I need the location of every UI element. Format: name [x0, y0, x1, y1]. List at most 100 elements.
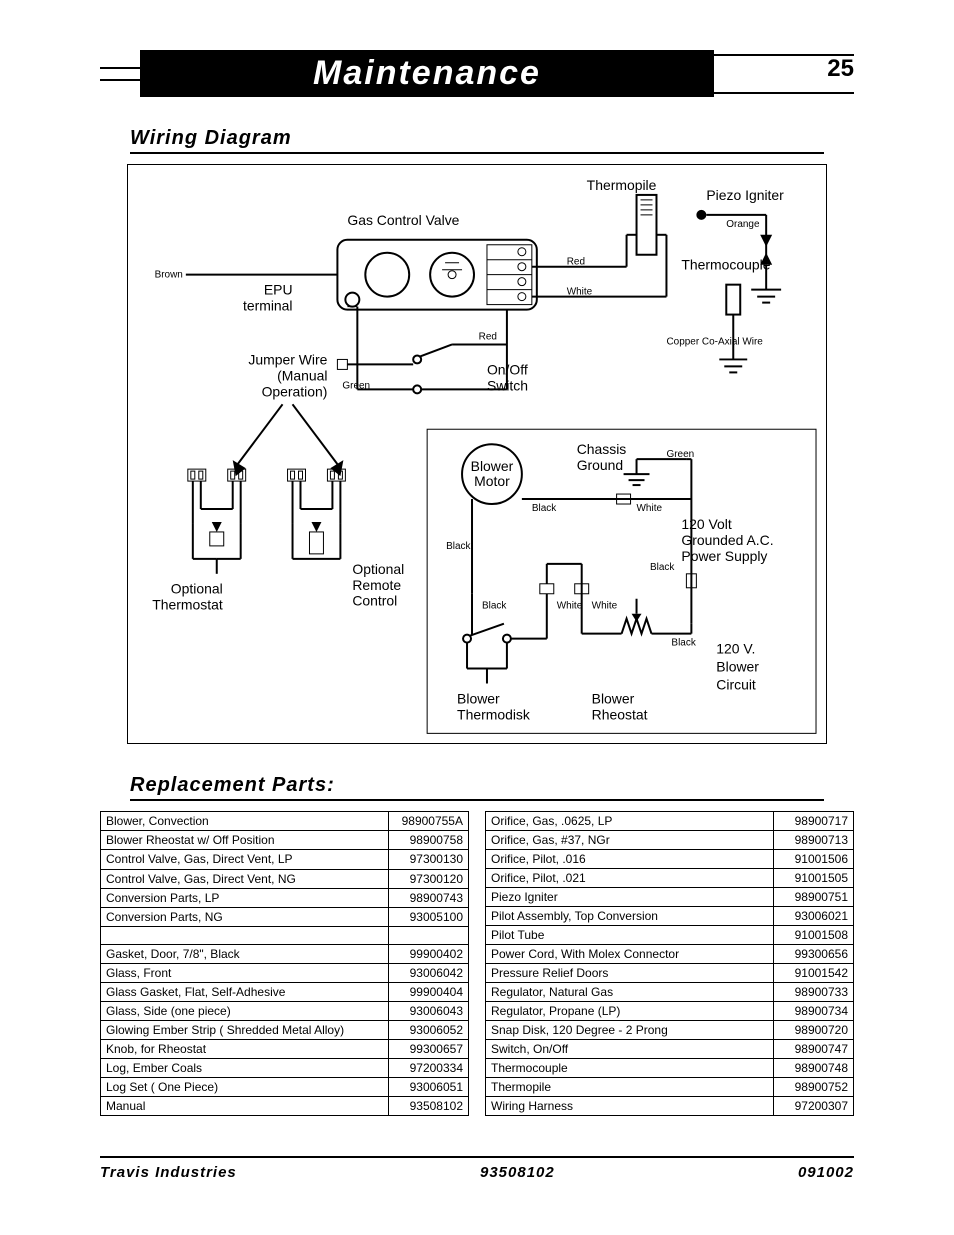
part-name: Pilot Tube [486, 926, 774, 945]
footer-right: 091002 [798, 1164, 854, 1181]
wire-white-1: White [567, 287, 593, 298]
label-power-3: Power Supply [681, 548, 767, 564]
part-number: 93006043 [389, 1001, 469, 1020]
part-number: 93006021 [774, 907, 854, 926]
label-onoff-2: Switch [487, 377, 528, 393]
page-footer: Travis Industries 93508102 091002 [100, 1158, 854, 1181]
label-blower-motor-2: Motor [474, 473, 510, 489]
parts-tables: Blower, Convection98900755ABlower Rheost… [100, 811, 854, 1116]
label-onoff-1: On/Off [487, 361, 528, 377]
table-row: Regulator, Propane (LP)98900734 [486, 1002, 854, 1021]
part-number: 98900758 [389, 831, 469, 850]
part-number: 98900751 [774, 888, 854, 907]
part-number: 99900402 [389, 944, 469, 963]
table-row: Pressure Relief Doors91001542 [486, 964, 854, 983]
page-container: Maintenance 25 Wiring Diagram Gas Contro… [0, 0, 954, 1211]
table-row: Orifice, Pilot, .01691001506 [486, 850, 854, 869]
part-number: 91001508 [774, 926, 854, 945]
table-row: Orifice, Pilot, .02191001505 [486, 869, 854, 888]
table-row: Knob, for Rheostat99300657 [101, 1040, 469, 1059]
table-row: Control Valve, Gas, Direct Vent, NG97300… [101, 869, 469, 888]
page-header: Maintenance 25 [100, 50, 854, 97]
label-epu-1: EPU [264, 282, 293, 298]
part-number: 98900748 [774, 1059, 854, 1078]
page-number: 25 [827, 55, 854, 83]
part-name: Blower, Convection [101, 812, 389, 831]
label-power-1: 120 Volt [681, 516, 732, 532]
part-name: Conversion Parts, LP [101, 888, 389, 907]
label-chassis-1: Chassis [577, 441, 627, 457]
label-opt-remote-1: Optional [352, 561, 404, 577]
part-number: 93508102 [389, 1097, 469, 1116]
label-circuit-3: Circuit [716, 676, 756, 692]
footer-center: 93508102 [480, 1164, 555, 1181]
label-rheostat-1: Blower [592, 690, 635, 706]
label-opt-remote-2: Remote [352, 577, 401, 593]
part-number: 98900713 [774, 831, 854, 850]
label-opt-remote-3: Control [352, 593, 397, 609]
part-name: Glass Gasket, Flat, Self-Adhesive [101, 982, 389, 1001]
table-row: Manual93508102 [101, 1097, 469, 1116]
table-row: Orifice, Gas, #37, NGr98900713 [486, 831, 854, 850]
part-name: Switch, On/Off [486, 1040, 774, 1059]
part-number: 93006052 [389, 1021, 469, 1040]
part-name: Piezo Igniter [486, 888, 774, 907]
label-chassis-2: Ground [577, 457, 624, 473]
label-power-2: Grounded A.C. [681, 532, 773, 548]
part-name: Control Valve, Gas, Direct Vent, NG [101, 869, 389, 888]
label-jumper-3: Operation) [262, 383, 328, 399]
label-thermodisk-2: Thermodisk [457, 706, 530, 722]
part-number: 93006051 [389, 1078, 469, 1097]
part-number: 91001542 [774, 964, 854, 983]
part-name: Orifice, Gas, .0625, LP [486, 812, 774, 831]
label-piezo: Piezo Igniter [706, 187, 784, 203]
part-number: 97300130 [389, 850, 469, 869]
part-number: 93006042 [389, 963, 469, 982]
part-number: 97300120 [389, 869, 469, 888]
label-opt-thermostat-2: Thermostat [152, 597, 223, 613]
wire-green-1: Green [342, 380, 370, 391]
wire-copper: Copper Co-Axial Wire [666, 336, 763, 347]
part-name: Thermocouple [486, 1059, 774, 1078]
table-row: Conversion Parts, NG93005100 [101, 907, 469, 926]
label-thermodisk-1: Blower [457, 690, 500, 706]
table-row: Log, Ember Coals97200334 [101, 1059, 469, 1078]
wiring-diagram-svg: Gas Control Valve EPU terminal Brown [128, 165, 826, 743]
table-row: Conversion Parts, LP98900743 [101, 888, 469, 907]
part-name: Pressure Relief Doors [486, 964, 774, 983]
wire-black-4: Black [482, 601, 506, 612]
table-row: Gasket, Door, 7/8", Black99900402 [101, 944, 469, 963]
table-row: Pilot Tube91001508 [486, 926, 854, 945]
label-thermopile: Thermopile [587, 177, 657, 193]
part-number: 98900743 [389, 888, 469, 907]
part-name: Glass, Side (one piece) [101, 1001, 389, 1020]
part-number: 98900752 [774, 1078, 854, 1097]
part-name: Knob, for Rheostat [101, 1040, 389, 1059]
part-name: Orifice, Pilot, .021 [486, 869, 774, 888]
table-row: Control Valve, Gas, Direct Vent, LP97300… [101, 850, 469, 869]
part-name: Snap Disk, 120 Degree - 2 Prong [486, 1021, 774, 1040]
table-row: Blower Rheostat w/ Off Position98900758 [101, 831, 469, 850]
table-row: Glowing Ember Strip ( Shredded Metal All… [101, 1021, 469, 1040]
part-number [389, 926, 469, 944]
part-name: Orifice, Pilot, .016 [486, 850, 774, 869]
label-gas-control-valve: Gas Control Valve [347, 212, 459, 228]
table-row: Orifice, Gas, .0625, LP98900717 [486, 812, 854, 831]
part-name: Gasket, Door, 7/8", Black [101, 944, 389, 963]
table-row: Pilot Assembly, Top Conversion93006021 [486, 907, 854, 926]
wire-orange: Orange [726, 219, 760, 230]
part-name: Power Cord, With Molex Connector [486, 945, 774, 964]
optional-thermostat-icons [188, 469, 246, 574]
wire-white-4: White [592, 601, 618, 612]
part-number: 99300657 [389, 1040, 469, 1059]
label-blower-motor-1: Blower [471, 458, 514, 474]
wire-red-1: Red [567, 257, 585, 268]
label-thermocouple: Thermocouple [681, 257, 770, 273]
table-row: Switch, On/Off98900747 [486, 1040, 854, 1059]
table-row: Thermopile98900752 [486, 1078, 854, 1097]
part-number: 98900734 [774, 1002, 854, 1021]
part-number: 99900404 [389, 982, 469, 1001]
wire-black-5: Black [671, 638, 695, 649]
label-opt-thermostat-1: Optional [171, 581, 223, 597]
label-circuit-1: 120 V. [716, 641, 755, 657]
